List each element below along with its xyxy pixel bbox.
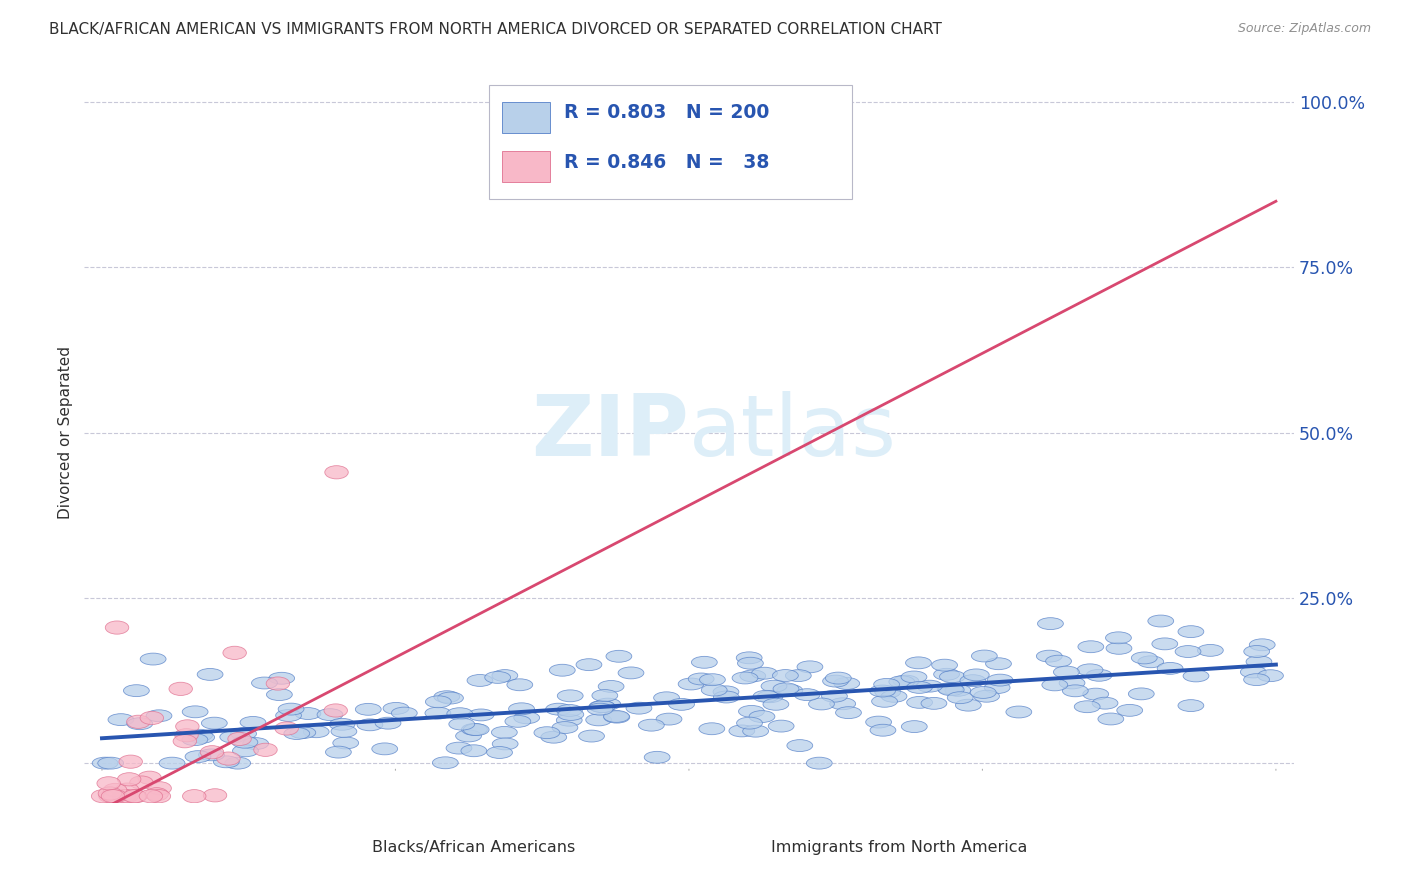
Text: R = 0.803   N = 200: R = 0.803 N = 200 xyxy=(564,103,769,122)
Text: atlas: atlas xyxy=(689,391,897,475)
Text: Blacks/African Americans: Blacks/African Americans xyxy=(373,839,575,855)
Text: Immigrants from North America: Immigrants from North America xyxy=(770,839,1028,855)
FancyBboxPatch shape xyxy=(489,85,852,200)
FancyBboxPatch shape xyxy=(502,152,550,182)
FancyBboxPatch shape xyxy=(326,840,357,857)
Text: ZIP: ZIP xyxy=(531,391,689,475)
Text: Source: ZipAtlas.com: Source: ZipAtlas.com xyxy=(1237,22,1371,36)
FancyBboxPatch shape xyxy=(725,840,756,857)
Text: R = 0.846   N =   38: R = 0.846 N = 38 xyxy=(564,153,769,172)
Text: BLACK/AFRICAN AMERICAN VS IMMIGRANTS FROM NORTH AMERICA DIVORCED OR SEPARATED CO: BLACK/AFRICAN AMERICAN VS IMMIGRANTS FRO… xyxy=(49,22,942,37)
Y-axis label: Divorced or Separated: Divorced or Separated xyxy=(58,346,73,519)
FancyBboxPatch shape xyxy=(502,102,550,133)
